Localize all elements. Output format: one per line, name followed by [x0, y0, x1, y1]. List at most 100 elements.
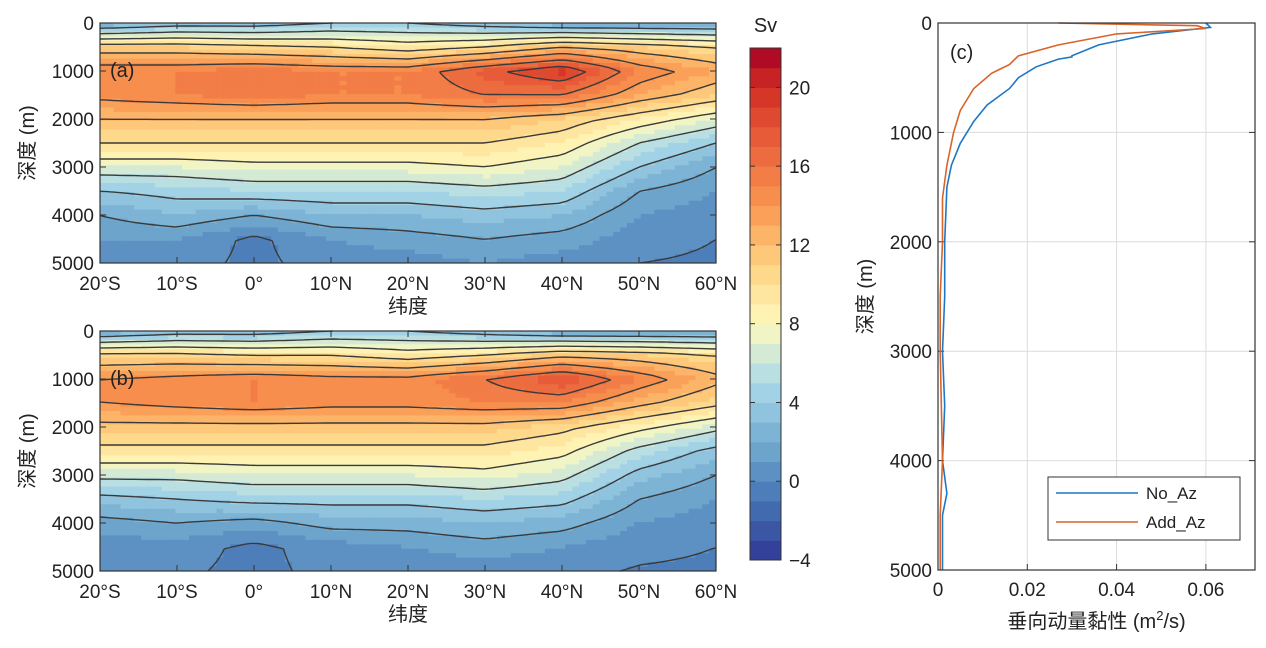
heatmap-cell [127, 223, 134, 228]
heatmap-cell [162, 85, 169, 90]
heatmap-cell [504, 241, 511, 246]
heatmap-cell [381, 67, 388, 72]
heatmap-cell [189, 143, 196, 148]
heatmap-cell [408, 165, 415, 170]
heatmap-cell [353, 23, 360, 28]
heatmap-cell [559, 236, 566, 241]
heatmap-cell [353, 250, 360, 255]
heatmap-cell [572, 205, 579, 210]
heatmap-cell [531, 174, 538, 179]
heatmap-cell [531, 130, 538, 135]
heatmap-cell [613, 161, 620, 166]
heatmap-cell [429, 81, 436, 86]
heatmap-cell [579, 103, 586, 108]
heatmap-cell [312, 90, 319, 95]
heatmap-cell [394, 112, 401, 117]
heatmap-cell [552, 210, 559, 215]
heatmap-cell [326, 94, 333, 99]
heatmap-cell [162, 23, 169, 28]
heatmap-cell [100, 331, 107, 336]
heatmap-cell [121, 125, 128, 130]
heatmap-cell [292, 241, 299, 246]
heatmap-cell [627, 90, 634, 95]
heatmap-cell [387, 170, 394, 175]
heatmap-cell [682, 174, 689, 179]
heatmap-cell [312, 241, 319, 246]
heatmap-cell [511, 107, 518, 112]
heatmap-cell [216, 227, 223, 232]
heatmap-cell [476, 210, 483, 215]
heatmap-cell [230, 81, 237, 86]
heatmap-cell [641, 227, 648, 232]
heatmap-cell [292, 250, 299, 255]
heatmap-cell [134, 67, 141, 72]
heatmap-cell [182, 85, 189, 90]
heatmap-cell [182, 179, 189, 184]
heatmap-cell [196, 201, 203, 206]
heatmap-cell [497, 130, 504, 135]
heatmap-cell [422, 81, 429, 86]
heatmap-cell [114, 250, 121, 255]
heatmap-cell [196, 67, 203, 72]
heatmap-cell [504, 125, 511, 130]
heatmap-cell [292, 165, 299, 170]
heatmap-cell [476, 143, 483, 148]
heatmap-cell [360, 125, 367, 130]
heatmap-cell [429, 187, 436, 192]
heatmap-cell [490, 254, 497, 259]
heatmap-cell [613, 45, 620, 50]
heatmap-cell [668, 205, 675, 210]
heatmap-cell [689, 254, 696, 259]
heatmap-cell [456, 130, 463, 135]
heatmap-cell [182, 76, 189, 81]
heatmap-cell [155, 85, 162, 90]
heatmap-cell [620, 76, 627, 81]
heatmap-cell [504, 27, 511, 32]
heatmap-cell [257, 152, 264, 157]
heatmap-cell [552, 143, 559, 148]
heatmap-cell [415, 156, 422, 161]
heatmap-cell [709, 147, 716, 152]
heatmap-cell [394, 76, 401, 81]
heatmap-cell [641, 152, 648, 157]
heatmap-cell [264, 210, 271, 215]
heatmap-cell [524, 90, 531, 95]
heatmap-cell [278, 170, 285, 175]
heatmap-cell [340, 219, 347, 224]
heatmap-cell [148, 165, 155, 170]
heatmap-cell [538, 170, 545, 175]
heatmap-cell [216, 130, 223, 135]
heatmap-cell [538, 196, 545, 201]
heatmap-cell [408, 121, 415, 126]
heatmap-cell [668, 250, 675, 255]
heatmap-cell [141, 99, 148, 104]
heatmap-cell [271, 81, 278, 86]
heatmap-cell [230, 227, 237, 232]
heatmap-cell [175, 201, 182, 206]
heatmap-cell [271, 183, 278, 188]
heatmap-cell [476, 72, 483, 77]
heatmap-cell [401, 205, 408, 210]
heatmap-cell [497, 125, 504, 130]
heatmap-cell [237, 99, 244, 104]
heatmap-cell [456, 147, 463, 152]
heatmap-cell [114, 121, 121, 126]
heatmap-cell [579, 183, 586, 188]
heatmap-cell [675, 174, 682, 179]
heatmap-cell [483, 179, 490, 184]
y-tick-label: 2000 [52, 110, 94, 131]
heatmap-cell [593, 143, 600, 148]
heatmap-cell [429, 112, 436, 117]
heatmap-cell [312, 85, 319, 90]
heatmap-cell [346, 250, 353, 255]
y-tick-label: 4000 [52, 206, 94, 227]
heatmap-cell [387, 94, 394, 99]
heatmap-cell [401, 125, 408, 130]
heatmap-cell [429, 227, 436, 232]
heatmap-cell [367, 223, 374, 228]
heatmap-cell [634, 250, 641, 255]
heatmap-cell [360, 41, 367, 46]
heatmap-cell [340, 170, 347, 175]
heatmap-cell [223, 201, 230, 206]
heatmap-cell [442, 179, 449, 184]
